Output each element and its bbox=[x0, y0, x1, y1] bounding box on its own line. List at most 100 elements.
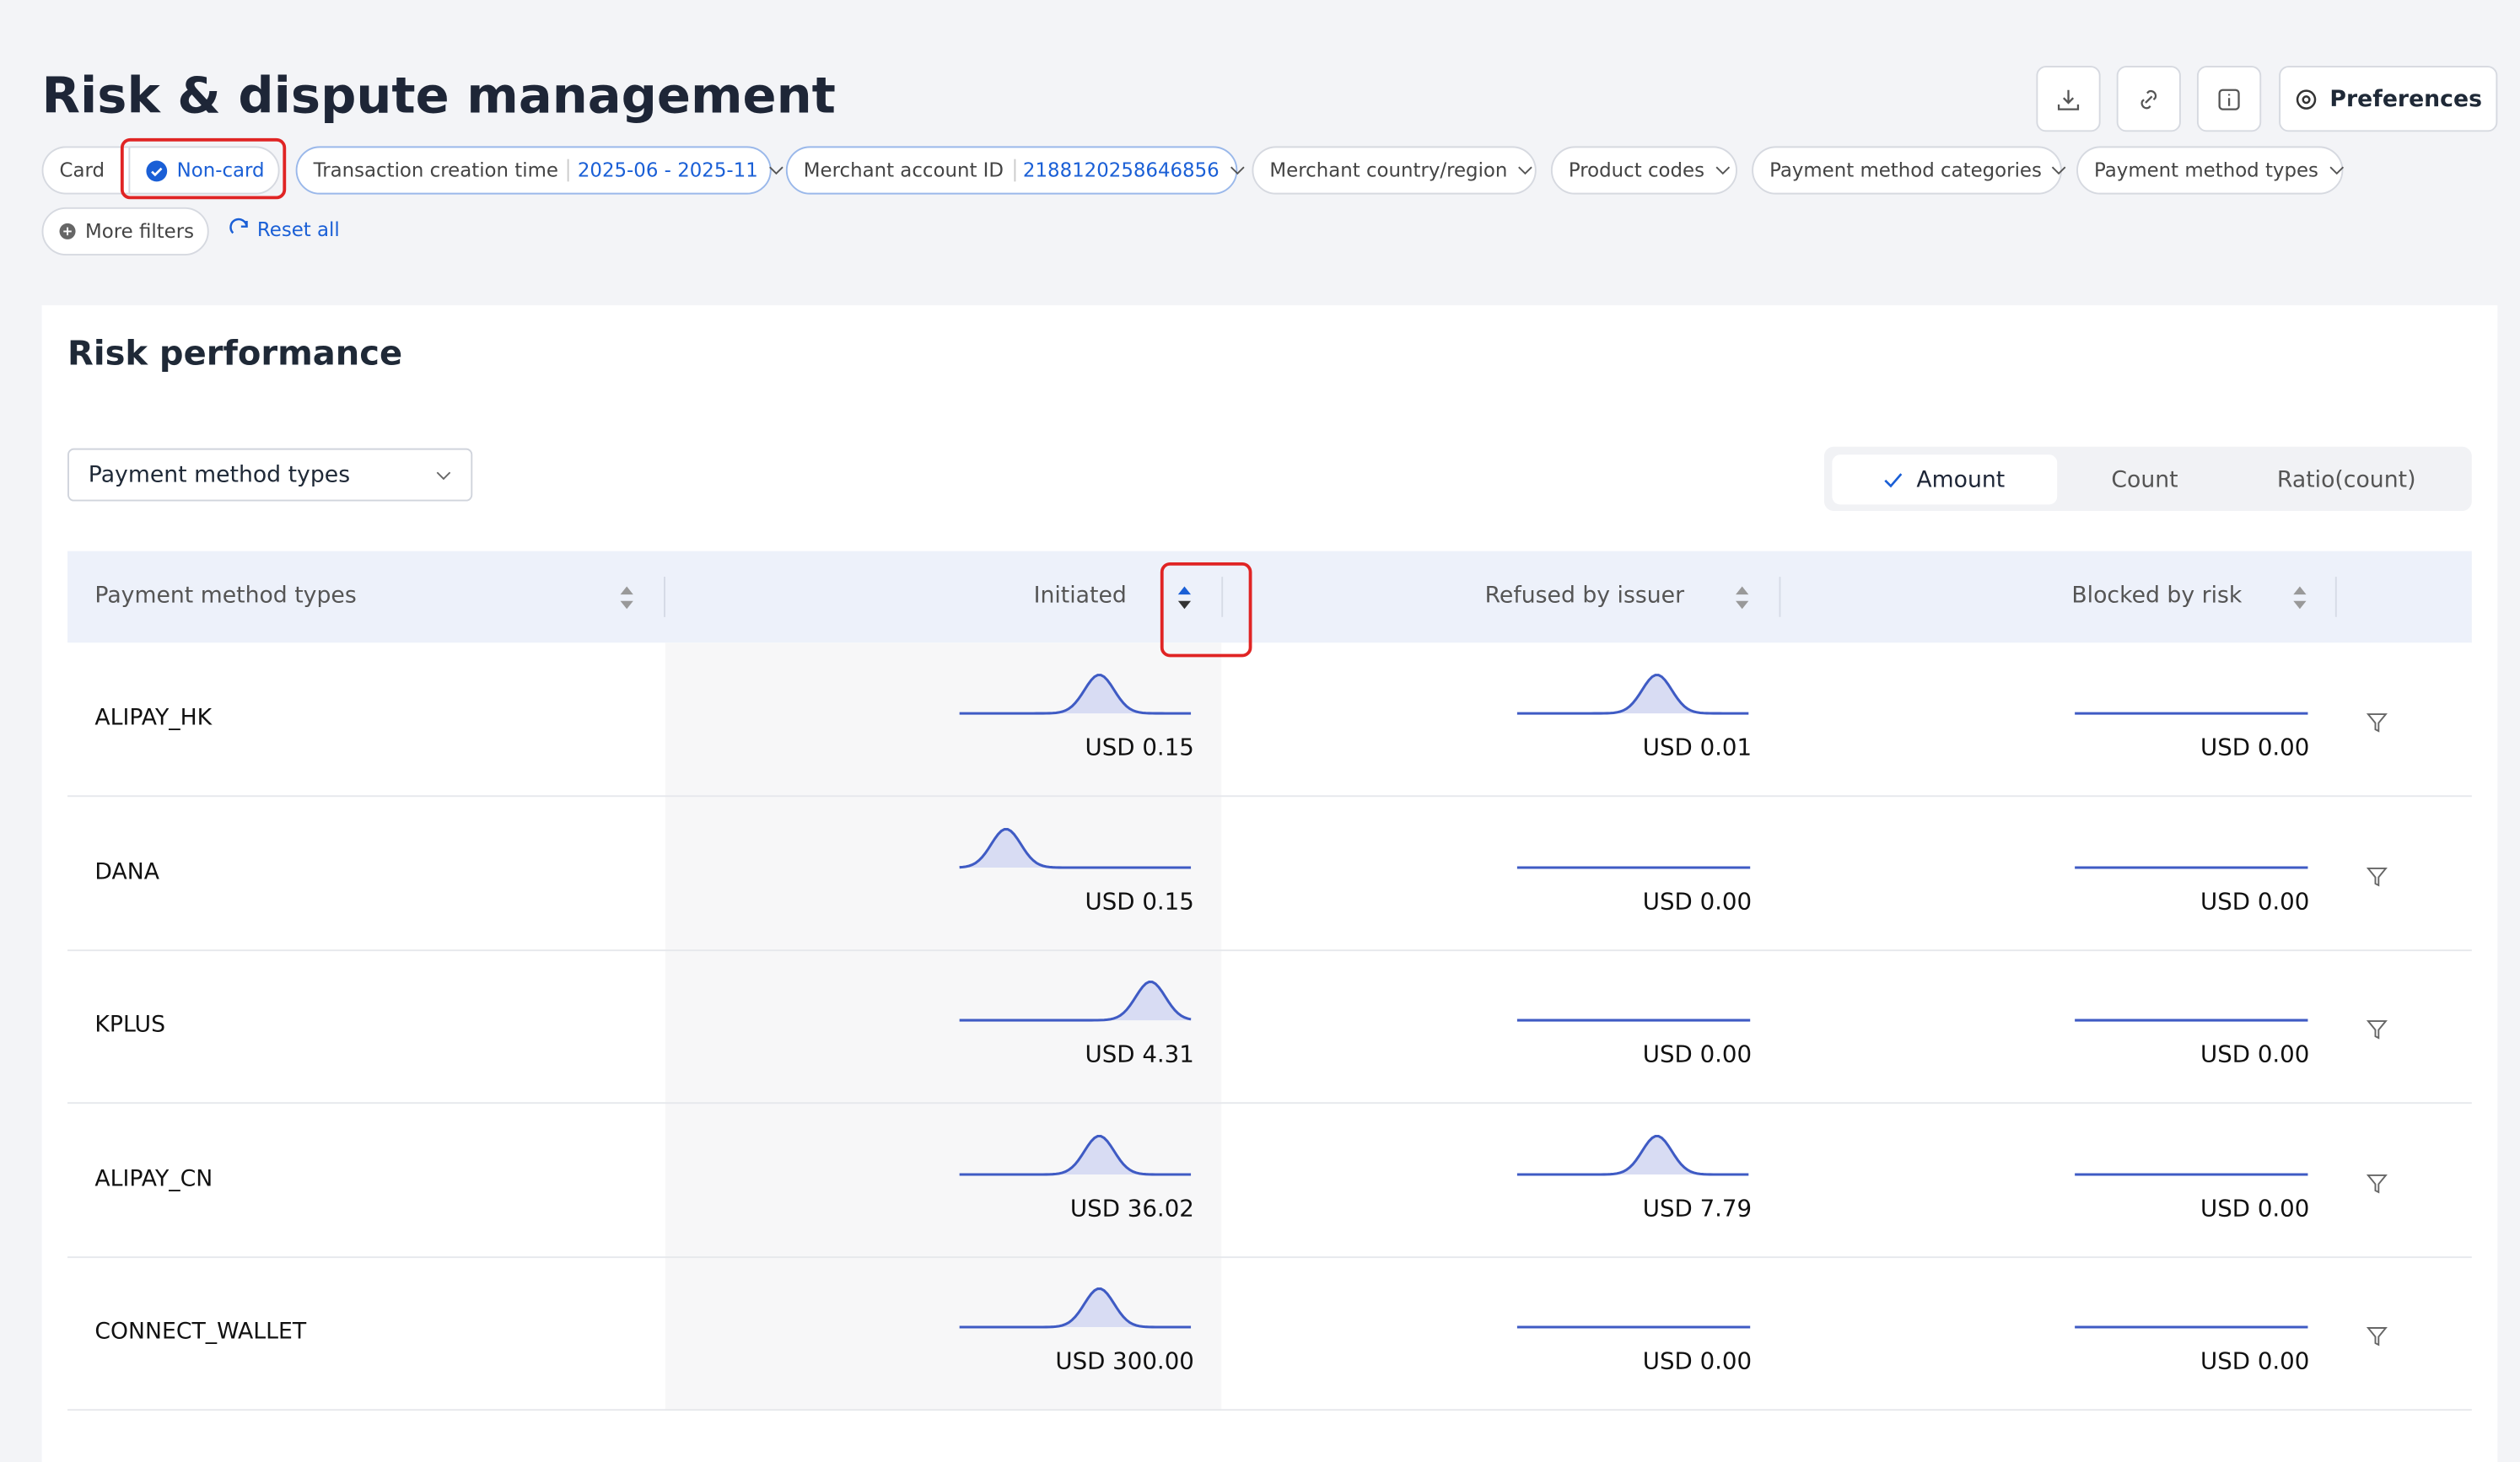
info-button[interactable] bbox=[2197, 66, 2261, 132]
filter-chip[interactable]: Merchant country/region bbox=[1252, 146, 1536, 194]
toggle-option[interactable]: Count bbox=[2060, 454, 2229, 504]
toggle-option[interactable]: Ratio(count) bbox=[2234, 454, 2459, 504]
plus-icon bbox=[60, 223, 76, 239]
sparkline-graph bbox=[2075, 1136, 2309, 1178]
chip-label: Payment method categories bbox=[1769, 159, 2042, 182]
sort-icon[interactable] bbox=[619, 585, 635, 610]
sparkline-graph bbox=[1517, 1136, 1752, 1178]
sparkline-graph bbox=[1517, 1289, 1752, 1331]
filter-chip[interactable]: Transaction creation time2025-06 - 2025-… bbox=[296, 146, 772, 194]
filter-button[interactable] bbox=[2367, 863, 2387, 882]
cell-value: USD 0.15 bbox=[1085, 890, 1193, 915]
card-tab[interactable]: Card bbox=[42, 146, 129, 194]
label: Card bbox=[60, 159, 105, 182]
label: Preferences bbox=[2329, 86, 2482, 111]
filter-chip[interactable]: Payment method categories bbox=[1752, 146, 2062, 194]
cell-value: USD 0.00 bbox=[2200, 736, 2309, 761]
page-title: Risk & dispute management bbox=[42, 67, 836, 126]
filter-chip[interactable]: Product codes bbox=[1551, 146, 1737, 194]
chip-value: 2188120258646856 bbox=[1013, 159, 1219, 182]
cell-value: USD 0.00 bbox=[2200, 1043, 2309, 1068]
cell-value: USD 7.79 bbox=[1643, 1196, 1752, 1222]
row-divider bbox=[67, 949, 2472, 950]
sparkline bbox=[960, 829, 1194, 871]
row-name[interactable]: KPLUS bbox=[94, 1013, 165, 1038]
check-icon bbox=[1884, 471, 1903, 487]
filter-button[interactable] bbox=[2367, 708, 2387, 728]
link-button[interactable] bbox=[2117, 66, 2181, 132]
column-header[interactable]: Blocked by risk bbox=[2071, 583, 2242, 609]
chevron bbox=[2328, 165, 2344, 175]
column-divider bbox=[2335, 577, 2337, 617]
sort-arrows bbox=[2291, 585, 2307, 610]
app: Risk & dispute management Preferences Ca… bbox=[0, 0, 2520, 1427]
sparkline bbox=[2075, 1289, 2309, 1331]
filter-chip[interactable]: Payment method types bbox=[2076, 146, 2343, 194]
toggle-label: Count bbox=[2111, 467, 2178, 492]
sparkline-graph bbox=[1517, 982, 1752, 1024]
chip-label: Payment method types bbox=[2094, 159, 2318, 182]
sparkline-graph bbox=[2075, 982, 2309, 1024]
group-dropdown[interactable]: Payment method types bbox=[67, 449, 472, 502]
sparkline bbox=[1517, 1289, 1752, 1331]
filter-button[interactable] bbox=[2367, 1016, 2387, 1035]
sort-icon[interactable] bbox=[2291, 585, 2307, 610]
filter-button[interactable] bbox=[2367, 1323, 2387, 1342]
row-divider bbox=[67, 1410, 2472, 1411]
cell-value: USD 0.00 bbox=[1643, 890, 1752, 915]
highlight-box bbox=[1160, 562, 1252, 657]
column-divider bbox=[664, 577, 665, 617]
cell-value: USD 36.02 bbox=[1070, 1196, 1194, 1222]
more-filters[interactable]: More filters bbox=[42, 207, 209, 255]
label: Reset all bbox=[257, 218, 340, 241]
reset-all[interactable]: Reset all bbox=[230, 218, 340, 241]
preferences-button[interactable]: Preferences bbox=[2279, 66, 2497, 132]
sparkline bbox=[960, 1289, 1194, 1331]
sparkline-graph bbox=[1517, 675, 1752, 717]
sparkline bbox=[960, 982, 1194, 1024]
sparkline bbox=[960, 675, 1194, 717]
chip-label: Transaction creation time bbox=[314, 159, 558, 182]
sort-arrows bbox=[619, 585, 635, 610]
download-button[interactable] bbox=[2036, 66, 2100, 132]
sparkline-graph bbox=[960, 1289, 1194, 1331]
chevron bbox=[1517, 165, 1533, 175]
column-divider bbox=[1780, 577, 1781, 617]
sparkline-graph bbox=[960, 1136, 1194, 1178]
sort-icon[interactable] bbox=[1177, 585, 1193, 610]
section-title: Risk performance bbox=[67, 334, 402, 373]
row-name[interactable]: CONNECT_WALLET bbox=[94, 1320, 306, 1345]
sparkline-graph bbox=[1517, 829, 1752, 871]
filter-icon bbox=[2367, 867, 2387, 886]
filter-button[interactable] bbox=[2367, 1169, 2387, 1189]
row-name[interactable]: ALIPAY_CN bbox=[94, 1166, 213, 1191]
column-header[interactable]: Payment method types bbox=[94, 583, 356, 609]
sparkline bbox=[1517, 829, 1752, 871]
cell-value: USD 0.00 bbox=[2200, 890, 2309, 915]
cell-value: USD 4.31 bbox=[1085, 1043, 1193, 1068]
toggle-label: Amount bbox=[1916, 467, 2005, 492]
label: More filters bbox=[85, 220, 194, 243]
row-divider bbox=[67, 1256, 2472, 1258]
filter-chip[interactable]: Merchant account ID2188120258646856 bbox=[786, 146, 1237, 194]
filter-icon bbox=[2367, 1020, 2387, 1040]
cell-value: USD 0.00 bbox=[1643, 1350, 1752, 1375]
column-header[interactable]: Initiated bbox=[1034, 583, 1127, 609]
sparkline bbox=[2075, 675, 2309, 717]
row-divider bbox=[67, 795, 2472, 797]
row-name[interactable]: ALIPAY_HK bbox=[94, 706, 212, 731]
row-name[interactable]: DANA bbox=[94, 859, 159, 884]
toggle-option[interactable]: Amount bbox=[1832, 454, 2057, 504]
column-header[interactable]: Refused by issuer bbox=[1485, 583, 1685, 609]
cell-value: USD 0.15 bbox=[1085, 736, 1193, 761]
column-divider bbox=[1221, 577, 1223, 617]
filter-icon bbox=[2367, 1328, 2387, 1347]
sparkline-graph bbox=[960, 982, 1194, 1024]
sparkline bbox=[2075, 829, 2309, 871]
sparkline bbox=[2075, 982, 2309, 1024]
chevron bbox=[435, 470, 451, 479]
label: Payment method types bbox=[89, 462, 350, 487]
cell-value: USD 0.00 bbox=[1643, 1043, 1752, 1068]
cell-value: USD 300.00 bbox=[1055, 1350, 1194, 1375]
sort-icon[interactable] bbox=[1734, 585, 1750, 610]
